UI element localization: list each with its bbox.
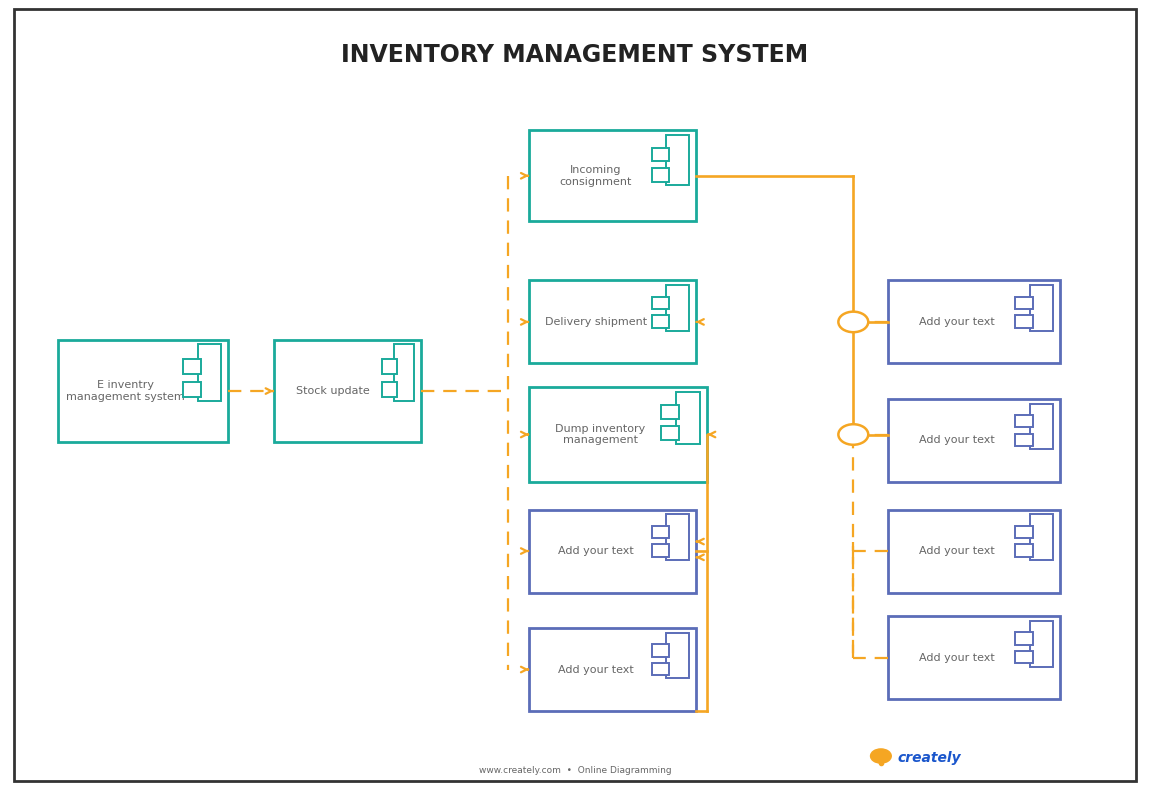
Bar xyxy=(661,405,680,419)
Circle shape xyxy=(838,424,868,445)
Bar xyxy=(198,344,221,401)
Text: Add your text: Add your text xyxy=(919,317,995,327)
Text: INVENTORY MANAGEMENT SYSTEM: INVENTORY MANAGEMENT SYSTEM xyxy=(342,43,808,67)
Text: www.creately.com  •  Online Diagramming: www.creately.com • Online Diagramming xyxy=(478,766,672,775)
Bar xyxy=(1030,285,1053,331)
Bar xyxy=(676,392,700,444)
Text: Delivery shipment: Delivery shipment xyxy=(545,317,646,327)
Bar xyxy=(888,280,1060,363)
Bar xyxy=(394,344,414,401)
Bar xyxy=(1030,404,1053,450)
Bar xyxy=(666,135,689,185)
Bar xyxy=(529,510,696,592)
Text: Add your text: Add your text xyxy=(558,664,634,675)
Bar xyxy=(652,296,669,309)
Text: Add your text: Add your text xyxy=(558,546,634,556)
Bar xyxy=(529,387,707,482)
Text: Stock update: Stock update xyxy=(296,386,369,396)
Bar xyxy=(652,525,669,538)
Circle shape xyxy=(871,749,891,763)
Bar xyxy=(666,514,689,560)
Text: Incoming
consignment: Incoming consignment xyxy=(560,165,631,186)
Bar xyxy=(274,340,421,442)
Bar xyxy=(652,148,669,161)
Text: E inventry
management system: E inventry management system xyxy=(67,380,185,402)
Bar xyxy=(652,663,669,675)
Circle shape xyxy=(838,312,868,333)
Text: Dump inventory
management: Dump inventory management xyxy=(555,423,645,446)
Text: creately: creately xyxy=(897,751,960,766)
Bar xyxy=(1030,514,1053,560)
Bar xyxy=(666,285,689,331)
Bar xyxy=(1015,296,1033,309)
Bar xyxy=(529,130,696,221)
Bar xyxy=(1015,651,1033,664)
Text: Add your text: Add your text xyxy=(919,435,995,446)
Bar xyxy=(888,399,1060,482)
Bar xyxy=(1015,315,1033,328)
Bar xyxy=(1015,525,1033,538)
Bar xyxy=(888,616,1060,699)
Bar xyxy=(666,633,689,679)
Bar xyxy=(652,315,669,328)
Bar xyxy=(382,359,397,374)
Text: Add your text: Add your text xyxy=(919,653,995,663)
Bar xyxy=(1030,621,1053,667)
Bar xyxy=(652,644,669,656)
Bar xyxy=(58,340,228,442)
Bar xyxy=(652,544,669,557)
Bar xyxy=(652,168,669,182)
Bar xyxy=(1015,544,1033,557)
Text: Add your text: Add your text xyxy=(919,546,995,556)
Bar xyxy=(382,382,397,397)
Bar xyxy=(183,382,200,397)
Bar xyxy=(183,359,200,374)
Bar xyxy=(1015,434,1033,446)
Bar xyxy=(1015,632,1033,645)
Bar xyxy=(529,280,696,363)
Bar xyxy=(529,628,696,711)
Bar xyxy=(1015,415,1033,427)
Bar xyxy=(661,427,680,440)
Bar xyxy=(888,510,1060,592)
